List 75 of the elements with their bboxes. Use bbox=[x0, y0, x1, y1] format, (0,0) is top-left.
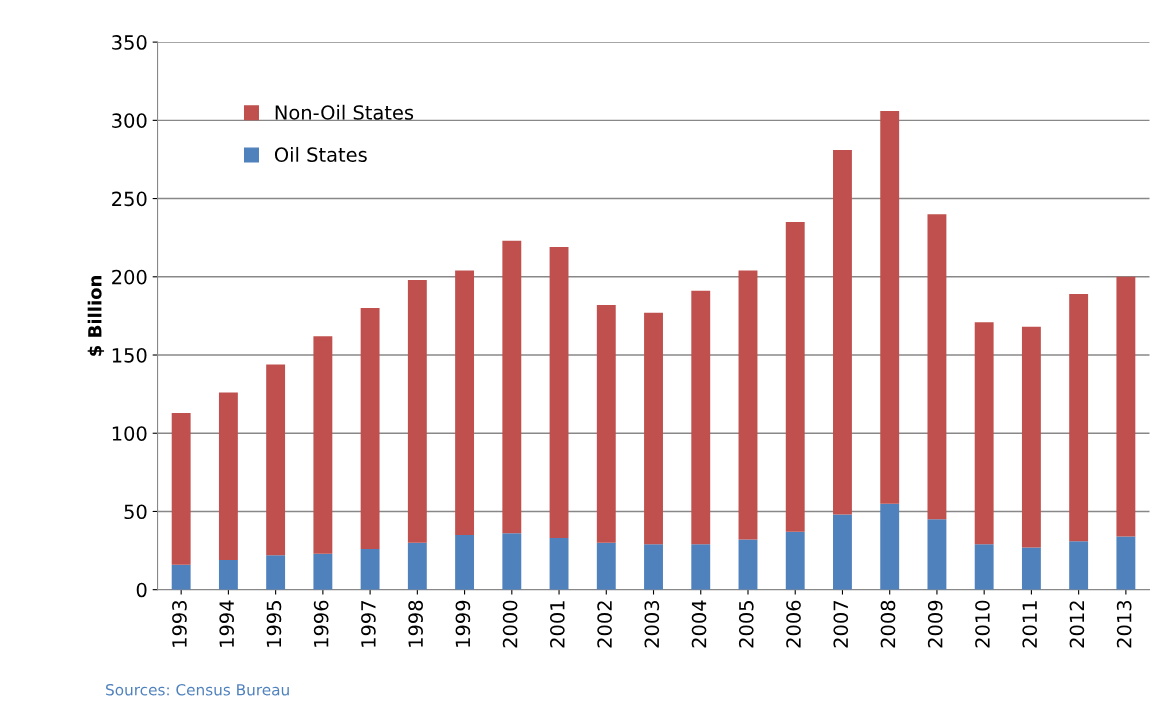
bar bbox=[833, 150, 852, 515]
x-tick-label: 2011 bbox=[1022, 601, 1038, 648]
x-tick-label: 2005 bbox=[738, 601, 754, 648]
bar bbox=[266, 364, 286, 556]
source-note: Sources: Census Bureau bbox=[106, 683, 289, 696]
bar bbox=[785, 531, 805, 590]
x-tick-label: 2003 bbox=[644, 600, 660, 648]
x-tick-label: 2012 bbox=[1069, 601, 1085, 648]
legend-label: Non-Oil States bbox=[275, 104, 414, 120]
bar bbox=[691, 544, 711, 590]
bar bbox=[738, 539, 758, 590]
bar bbox=[785, 222, 805, 532]
y-tick-label: 200 bbox=[112, 269, 147, 285]
bar bbox=[502, 533, 522, 590]
y-tick-label: 150 bbox=[112, 347, 147, 363]
x-tick-label: 2002 bbox=[597, 601, 612, 648]
y-tick-label: 300 bbox=[112, 113, 147, 129]
x-tick-label: 2006 bbox=[786, 600, 801, 648]
x-tick-label: 2007 bbox=[833, 601, 849, 648]
bar bbox=[880, 110, 900, 504]
x-tick-label: 2008 bbox=[880, 600, 896, 648]
bar bbox=[171, 564, 191, 590]
x-tick-label: 1999 bbox=[455, 600, 471, 647]
bar bbox=[1069, 294, 1089, 542]
bar bbox=[407, 542, 427, 590]
bar bbox=[360, 308, 380, 549]
bar bbox=[644, 544, 663, 590]
bar bbox=[880, 503, 900, 590]
bar bbox=[455, 270, 475, 535]
x-tick-label: 1993 bbox=[172, 600, 187, 647]
x-tick-label: 2001 bbox=[549, 601, 565, 648]
y-tick-label: 250 bbox=[112, 191, 147, 207]
bar bbox=[549, 538, 569, 590]
bar bbox=[1116, 536, 1136, 590]
y-tick-label: 50 bbox=[124, 504, 147, 520]
bar bbox=[738, 270, 758, 540]
x-tick-label: 2010 bbox=[975, 600, 990, 648]
bar bbox=[1116, 276, 1136, 537]
x-tick-label: 1997 bbox=[361, 601, 376, 647]
bar bbox=[407, 279, 427, 543]
bar bbox=[1021, 326, 1041, 548]
bar bbox=[927, 214, 947, 520]
x-tick-label: 2004 bbox=[691, 600, 707, 648]
x-tick-label: 1998 bbox=[408, 600, 423, 647]
bar bbox=[644, 312, 663, 545]
bar bbox=[549, 247, 569, 539]
bar bbox=[1069, 541, 1089, 590]
bar bbox=[691, 290, 711, 545]
x-tick-label: 1995 bbox=[266, 601, 282, 647]
bar bbox=[360, 549, 380, 590]
bar bbox=[218, 392, 238, 560]
bar bbox=[455, 534, 475, 590]
x-tick-label: 2000 bbox=[502, 600, 518, 648]
x-tick-label: 1996 bbox=[313, 600, 329, 647]
y-tick-label: 350 bbox=[112, 35, 147, 50]
x-tick-label: 1994 bbox=[219, 600, 235, 647]
bar bbox=[596, 304, 616, 543]
bar bbox=[927, 519, 947, 590]
x-tick-label: 2009 bbox=[927, 600, 943, 648]
bar bbox=[171, 412, 191, 565]
y-tick-label: 100 bbox=[112, 426, 147, 441]
x-tick-label: 2013 bbox=[1116, 600, 1132, 648]
bar bbox=[974, 544, 994, 590]
y-tick-label: 0 bbox=[136, 582, 147, 598]
y-axis-title: $ Billion bbox=[87, 276, 105, 356]
legend-label: Oil States bbox=[274, 146, 367, 162]
bar bbox=[833, 514, 852, 590]
bar bbox=[218, 559, 238, 590]
bar bbox=[266, 555, 286, 590]
bar bbox=[596, 542, 616, 590]
bar bbox=[313, 553, 333, 590]
bar bbox=[974, 322, 994, 545]
bar bbox=[313, 336, 333, 554]
bar bbox=[502, 240, 522, 534]
bar bbox=[1021, 547, 1041, 590]
